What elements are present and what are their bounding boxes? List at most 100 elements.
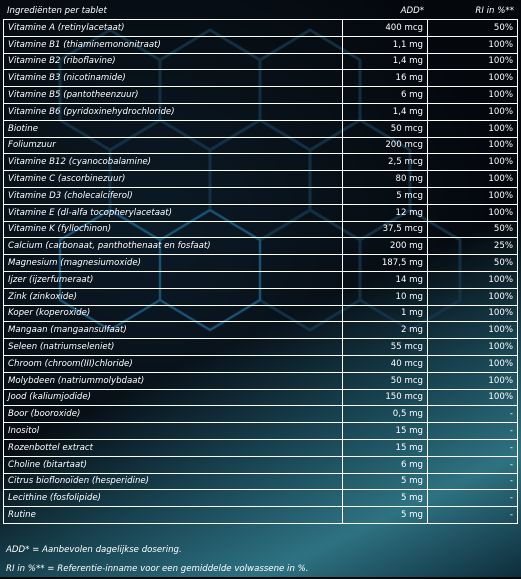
ingredient-name: Biotine	[3, 120, 343, 138]
ingredient-ri: 100%	[428, 389, 518, 407]
ingredient-ri: -	[428, 473, 518, 491]
ingredient-name: Zink (zinkoxide)	[3, 288, 343, 306]
table-row: Boor (booroxide) 0,5 mg -	[3, 406, 518, 424]
ingredient-name: Vitamine B2 (riboflavine)	[3, 53, 343, 71]
ingredient-ri: 100%	[428, 87, 518, 104]
ingredient-name: Foliumzuur	[3, 137, 343, 155]
table-row: Seleen (natriumseleniet) 55 mcg 100%	[3, 339, 518, 356]
ingredient-name: Vitamine C (ascorbinezuur)	[3, 171, 343, 188]
table-row: Vitamine E (dl-alfa tocopherylacetaat) 12…	[3, 204, 518, 222]
table-row: Vitamine D3 (cholecalciferol) 5 mcg 100%	[3, 187, 518, 205]
ingredient-name: Vitamine E (dl-alfa tocopherylacetaat)	[3, 204, 343, 222]
ingredient-name: Vitamine B5 (pantotheenzuur)	[3, 87, 343, 104]
ingredient-amount: 200 mcg	[343, 137, 428, 155]
table-row: Ijzer (ijzerfumeraat) 14 mg 100%	[3, 271, 518, 289]
ingredient-amount: 1,1 mg	[343, 36, 428, 54]
ingredient-amount: 6 mg	[343, 87, 428, 104]
ingredient-amount: 55 mcg	[343, 339, 428, 356]
ingredient-ri: 100%	[428, 171, 518, 188]
column-header-ingredient: Ingrediënten per tablet	[7, 5, 107, 16]
ingredient-ri: 100%	[428, 288, 518, 306]
ingredient-ri: 50%	[428, 255, 518, 272]
ingredient-name: Vitamine D3 (cholecalciferol)	[3, 187, 343, 205]
ingredient-amount: 1 mg	[343, 305, 428, 323]
ingredient-ri: -	[428, 423, 518, 440]
footnotes: ADD* = Aanbevolen dagelijkse dosering. R…	[6, 541, 309, 579]
table-row: Inositol 15 mg -	[3, 423, 518, 440]
ingredient-amount: 37,5 mcg	[343, 221, 428, 239]
ingredient-amount: 6 mg	[343, 456, 428, 474]
ingredient-amount: 400 mcg	[343, 19, 428, 37]
ingredient-amount: 5 mcg	[343, 187, 428, 205]
ingredient-name: Lecithine (fosfolipide)	[3, 490, 343, 508]
ingredient-name: Vitamine B3 (nicotinamide)	[3, 70, 343, 88]
ingredient-ri: -	[428, 507, 518, 524]
ingredient-ri: 100%	[428, 322, 518, 340]
table-row: Calcium (carbonaat, panthothenaat en fos…	[3, 238, 518, 256]
ingredient-name: Vitamine K (fyllochinon)	[3, 221, 343, 239]
ingredient-ri: 100%	[428, 271, 518, 289]
ingredient-amount: 80 mg	[343, 171, 428, 188]
ingredient-ri: 100%	[428, 339, 518, 356]
table-row: Rutine 5 mg -	[3, 507, 518, 524]
footnote-ri: RI in %** = Referentie-inname voor een g…	[6, 564, 309, 574]
table-body: Vitamine A (retinylacetaat) 400 mcg 50% Vit…	[3, 19, 518, 524]
ingredient-amount: 200 mg	[343, 238, 428, 256]
table-row: Mangaan (mangaansulfaat) 2 mg 100%	[3, 322, 518, 340]
ingredient-amount: 5 mg	[343, 490, 428, 508]
ingredient-amount: 16 mg	[343, 70, 428, 88]
ingredient-amount: 10 mg	[343, 288, 428, 306]
nutrition-table: Ingrediënten per tablet ADD* RI in %** V…	[3, 2, 518, 524]
table-row: Vitamine C (ascorbinezuur) 80 mg 100%	[3, 171, 518, 188]
ingredient-amount: 2 mg	[343, 322, 428, 340]
ingredient-name: Koper (koperoxide)	[3, 305, 343, 323]
table-row: Molybdeen (natriummolybdaat) 50 mcg 100%	[3, 372, 518, 390]
ingredient-ri: 100%	[428, 187, 518, 205]
column-header-add: ADD*	[400, 5, 424, 16]
ingredient-ri: 100%	[428, 137, 518, 155]
ingredient-ri: 100%	[428, 103, 518, 121]
ingredient-amount: 15 mg	[343, 439, 428, 457]
ingredient-name: Vitamine A (retinylacetaat)	[3, 19, 343, 37]
table-row: Vitamine B12 (cyanocobalamine) 2,5 mcg 100…	[3, 154, 518, 172]
table-header-row: Ingrediënten per tablet ADD* RI in %**	[3, 2, 518, 19]
ingredient-amount: 40 mcg	[343, 355, 428, 373]
ingredient-ri: -	[428, 490, 518, 508]
ingredient-name: Ijzer (ijzerfumeraat)	[3, 271, 343, 289]
ingredient-ri: -	[428, 456, 518, 474]
ingredient-name: Boor (booroxide)	[3, 406, 343, 424]
table-row: Jood (kaliumjodide) 150 mcg 100%	[3, 389, 518, 407]
ingredient-ri: 25%	[428, 238, 518, 256]
table-row: Vitamine B1 (thiaminemononitraat) 1,1 mg 1…	[3, 36, 518, 54]
ingredient-name: Jood (kaliumjodide)	[3, 389, 343, 407]
table-row: Lecithine (fosfolipide) 5 mg -	[3, 490, 518, 508]
table-row: Zink (zinkoxide) 10 mg 100%	[3, 288, 518, 306]
table-row: Choline (bitartaat) 6 mg -	[3, 456, 518, 474]
ingredient-name: Citrus bioflonoïden (hesperidine)	[3, 473, 343, 491]
ingredient-ri: 100%	[428, 70, 518, 88]
ingredient-name: Choline (bitartaat)	[3, 456, 343, 474]
ingredient-amount: 50 mcg	[343, 120, 428, 138]
ingredient-name: Mangaan (mangaansulfaat)	[3, 322, 343, 340]
ingredient-ri: 100%	[428, 204, 518, 222]
column-header-ri: RI in %**	[475, 5, 514, 16]
ingredient-name: Molybdeen (natriummolybdaat)	[3, 372, 343, 390]
ingredient-ri: 100%	[428, 355, 518, 373]
ingredient-ri: 100%	[428, 36, 518, 54]
ingredient-amount: 1,4 mg	[343, 53, 428, 71]
table-row: Koper (koperoxide) 1 mg 100%	[3, 305, 518, 323]
ingredient-ri: 50%	[428, 19, 518, 37]
ingredient-name: Vitamine B12 (cyanocobalamine)	[3, 154, 343, 172]
table-row: Vitamine B2 (riboflavine) 1,4 mg 100%	[3, 53, 518, 71]
ingredient-name: Seleen (natriumseleniet)	[3, 339, 343, 356]
table-row: Chroom (chroom(III)chloride) 40 mcg 100%	[3, 355, 518, 373]
ingredient-name: Rutine	[3, 507, 343, 524]
ingredient-name: Vitamine B6 (pyridoxinehydrochloride)	[3, 103, 343, 121]
footnote-add: ADD* = Aanbevolen dagelijkse dosering.	[6, 545, 182, 555]
ingredient-name: Vitamine B1 (thiaminemononitraat)	[3, 36, 343, 54]
table-row: Magnesium (magnesiumoxide) 187,5 mg 50%	[3, 255, 518, 272]
ingredient-ri: 50%	[428, 221, 518, 239]
ingredient-ri: -	[428, 439, 518, 457]
table-row: Vitamine B3 (nicotinamide) 16 mg 100%	[3, 70, 518, 88]
